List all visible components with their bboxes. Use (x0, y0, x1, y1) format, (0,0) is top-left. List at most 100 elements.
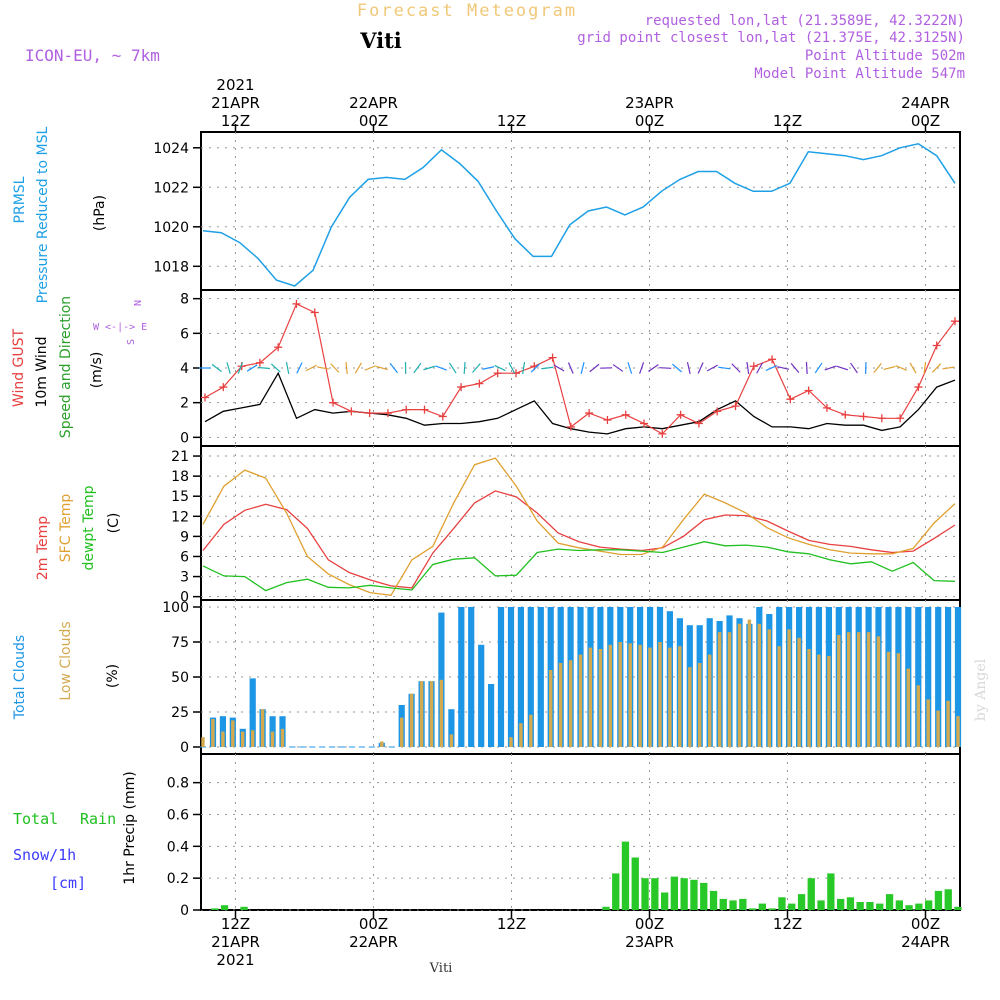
precip-bar (220, 905, 229, 910)
wind-direction-arrow (777, 366, 790, 370)
gust-marker (292, 299, 301, 308)
ytick-label-wind-4: 8 (180, 292, 189, 308)
gust-marker (877, 414, 886, 423)
cloud-low-bar (608, 644, 612, 747)
ytick-label-wind-0: 0 (180, 430, 189, 446)
wind-direction-arrow (364, 365, 376, 371)
cloud-low-bar (270, 731, 275, 747)
cloud-total-bar (458, 607, 465, 747)
cloud-low-bar (568, 660, 573, 747)
compass-we: W <-|-> E (93, 322, 147, 333)
time-label-bottom-3-0: 00Z (635, 915, 664, 933)
cloud-low-bar (519, 723, 523, 747)
time-label-bottom-5-0: 00Z (911, 915, 940, 933)
cloud-low-bar (678, 646, 682, 747)
gust-marker (347, 407, 356, 416)
wind-direction-arrow (686, 362, 691, 374)
time-label-top-1-0: 22APR (349, 94, 398, 112)
cloud-low-bar (777, 646, 781, 747)
ytick-label-precip-0: 0 (180, 903, 189, 919)
cloud-low-bar (648, 647, 652, 747)
wind-direction-arrow (895, 365, 907, 371)
gust-marker (731, 402, 740, 411)
precip-bar (651, 878, 659, 910)
precip-bar (788, 903, 796, 910)
precip-bar (670, 876, 678, 910)
wind-direction-arrow (672, 363, 682, 373)
cloud-total-bar (478, 644, 485, 747)
ytick-label-temperature-3: 9 (180, 529, 189, 545)
wind-direction-arrow (285, 361, 290, 375)
wind-direction-arrow (270, 363, 281, 373)
precip-bar (885, 894, 894, 910)
ytick-label-temperature-0: 0 (180, 590, 189, 606)
ytick-label-temperature-7: 21 (171, 449, 189, 465)
cloud-low-bar (578, 654, 583, 747)
cloud-low-bar (280, 728, 285, 747)
wind-direction-arrow (756, 362, 764, 374)
cloud-low-bar (529, 714, 533, 747)
cloud-low-bar (221, 731, 225, 747)
gust-marker (676, 410, 685, 419)
wind-direction-arrow (580, 362, 585, 374)
gust-marker (951, 317, 959, 326)
precip-bar (211, 908, 219, 910)
precip-bar (807, 878, 815, 910)
cloud-low-bar (757, 623, 761, 747)
cloud-label-low: Low Clouds (58, 621, 74, 700)
cloud-low-bar (618, 642, 622, 747)
cloud-low-bar (866, 632, 871, 747)
cloud-low-bar (837, 635, 841, 747)
gust-marker (713, 407, 722, 416)
wind-direction-arrow (541, 366, 554, 370)
precip-bar (661, 892, 669, 910)
pressure-line (202, 143, 956, 287)
cloud-low-bar (956, 716, 960, 747)
precip-bar (954, 906, 962, 910)
gust-marker (402, 405, 411, 414)
cloud-ylabel: (%) (105, 664, 121, 688)
gust-marker (511, 369, 520, 378)
requested-coords: requested lon,lat (21.3589E, 42.3222N) (645, 13, 965, 29)
wind-direction-arrow (923, 361, 927, 375)
wind-direction-arrow (836, 365, 849, 371)
cloud-low-bar (727, 632, 732, 747)
cloud-panel-labels: Total Clouds Low Clouds (%) (12, 621, 121, 720)
time-label-bottom-3-1: 23APR (625, 933, 674, 951)
wind-direction-arrow (850, 362, 858, 374)
gust-marker (310, 308, 319, 317)
panel-frame-precip (200, 753, 961, 911)
cloud-low-bar (896, 653, 901, 747)
precip-bar (739, 898, 747, 910)
wind-direction-arrow (449, 362, 457, 374)
wind-direction-arrow (639, 362, 645, 374)
ytick-label-pressure-0: 1018 (153, 259, 189, 275)
gust-marker (329, 398, 338, 407)
precip-bar (915, 903, 923, 910)
precip-bar (895, 900, 903, 910)
precip-bar (876, 903, 884, 910)
time-label-top-0-0: 2021 (216, 76, 254, 94)
cloud-total-bar (935, 607, 942, 747)
wind-label-dir: Speed and Direction (58, 296, 74, 438)
cloud-total-bar (507, 607, 515, 747)
cloud-low-bar (668, 647, 672, 747)
wind-direction-arrow (494, 364, 506, 372)
gust-marker (658, 429, 667, 438)
precip-bar (768, 908, 776, 910)
footer-location: Viti (429, 961, 453, 976)
cloud-low-bar (817, 654, 821, 747)
ytick-label-temperature-5: 15 (171, 489, 189, 505)
cloud-low-bar (787, 629, 791, 747)
cloud-low-bar (737, 623, 742, 747)
plot-layer: 1018 1020 1022 1024 0 2 4 6 8 0 3 6 9 12 15 18 21 0 25 50 75… (153, 76, 962, 969)
wind-direction-arrow (765, 365, 778, 371)
cloud-low-bar (797, 637, 801, 747)
ytick-label-clouds-4: 100 (162, 600, 189, 616)
wind-direction-arrow (805, 361, 808, 375)
cloud-low-bar (698, 663, 702, 747)
gust-marker (768, 355, 777, 364)
precip-panel-labels: Total Rain Snow/1h [cm] 1hr Precip (mm) (13, 771, 138, 892)
wind-direction-arrow (567, 362, 574, 374)
